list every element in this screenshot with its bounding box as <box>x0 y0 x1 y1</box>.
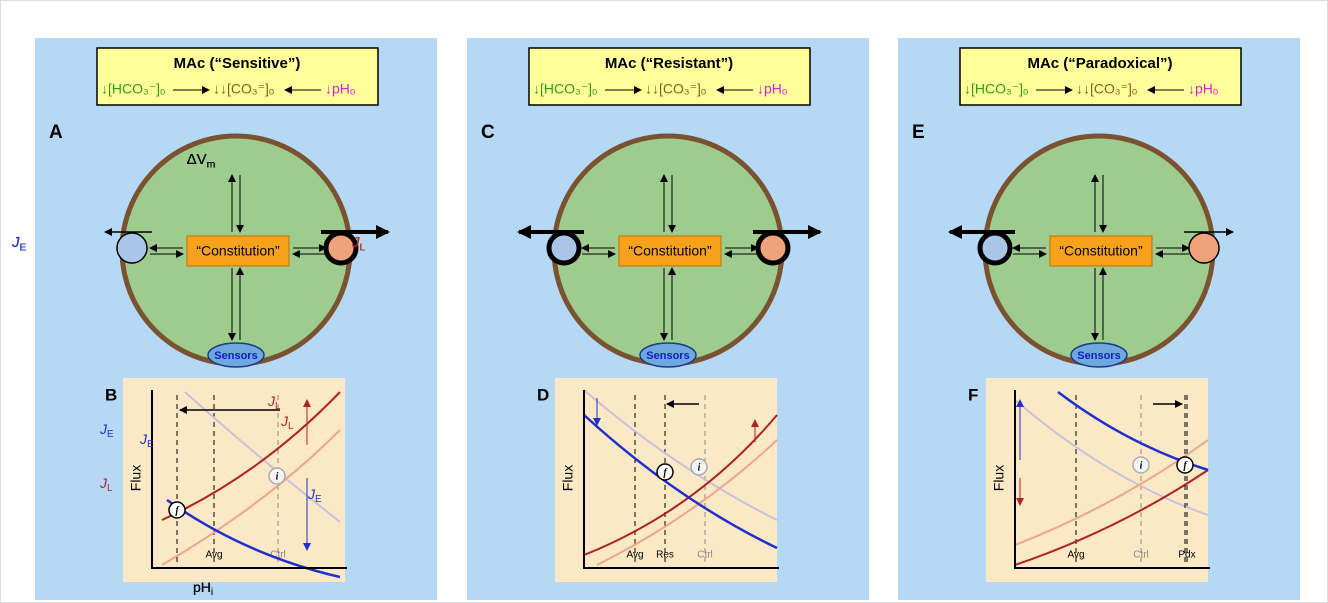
transporter-e <box>549 233 579 263</box>
panel: MAc (“Resistant”) ↓[HCO₃⁻]ₒ ↓↓[CO₃⁼]ₒ ↓pHₒ C… <box>467 38 869 600</box>
jl-label-sub: L <box>360 241 366 253</box>
header-term: ↓↓[CO₃⁼]ₒ <box>1076 81 1137 97</box>
plot-label: F <box>968 385 978 404</box>
transporter-e <box>980 233 1010 263</box>
header-term: ↓pHₒ <box>325 81 355 97</box>
x-tick-label: Avg <box>1067 550 1084 561</box>
x-tick-label: Avg <box>626 550 643 561</box>
figure: MAc (“Sensitive”) ↓[HCO₃⁻]ₒ ↓↓[CO₃⁼]ₒ ↓pHₒ A… <box>0 0 1328 603</box>
header-term: ↓pHₒ <box>1188 81 1218 97</box>
x-tick-label: Ctrl <box>1133 550 1149 561</box>
je-label-sub: E <box>20 241 27 253</box>
curve-label-sub: E <box>107 429 114 440</box>
curve-label-sub: L <box>107 483 113 494</box>
plot-label: B <box>105 385 117 404</box>
header-term: ↓[HCO₃⁻]ₒ <box>533 81 597 97</box>
sensors-label: Sensors <box>1077 350 1120 362</box>
header-title: MAc (“Resistant”) <box>605 55 733 72</box>
plot-bg <box>986 378 1208 582</box>
header-term: ↓pHₒ <box>757 81 787 97</box>
x-axis-label-main: pH <box>193 579 211 595</box>
point-label: i <box>276 471 279 482</box>
header-term: ↓[HCO₃⁻]ₒ <box>964 81 1028 97</box>
point-label: i <box>698 462 701 473</box>
transporter-l <box>758 233 788 263</box>
panel: MAc (“Paradoxical”) ↓[HCO₃⁻]ₒ ↓↓[CO₃⁼]ₒ ↓pH… <box>898 38 1300 600</box>
delta-vm-sub: m <box>207 158 216 170</box>
x-tick-label: Res <box>656 550 674 561</box>
header-term: ↓[HCO₃⁻]ₒ <box>101 81 165 97</box>
transporter-e <box>117 233 147 263</box>
header-term: ↓↓[CO₃⁼]ₒ <box>213 81 274 97</box>
plot-label: D <box>537 385 549 404</box>
curve-label-sub: L <box>275 401 281 412</box>
x-tick-label: Avg <box>205 550 222 561</box>
x-tick-label: Pdx <box>1178 550 1195 561</box>
header-title: MAc (“Sensitive”) <box>174 55 301 72</box>
page: MAc (“Sensitive”) ↓[HCO₃⁻]ₒ ↓↓[CO₃⁼]ₒ ↓pHₒ A… <box>0 0 1328 603</box>
y-axis-label: Flux <box>991 465 1007 491</box>
panel-label: C <box>481 122 495 143</box>
x-axis-label-sub: i <box>211 587 213 598</box>
point-label: i <box>1140 460 1143 471</box>
constitution: “Constitution” <box>196 243 280 259</box>
constitution: “Constitution” <box>1059 243 1143 259</box>
transporter-l <box>1189 233 1219 263</box>
curve-label-sub: E <box>147 439 154 450</box>
je-label: JE <box>11 234 27 253</box>
curve-label-sub: E <box>315 494 322 505</box>
constitution: “Constitution” <box>628 243 712 259</box>
panel-label: A <box>49 122 63 143</box>
header-title: MAc (“Paradoxical”) <box>1027 55 1172 72</box>
sensors-label: Sensors <box>646 350 689 362</box>
panel-label: E <box>912 122 925 143</box>
delta-vm-main: ΔV <box>187 151 207 168</box>
panel: MAc (“Sensitive”) ↓[HCO₃⁻]ₒ ↓↓[CO₃⁼]ₒ ↓pHₒ A… <box>35 38 437 600</box>
curve-label-sub: L <box>288 421 294 432</box>
y-axis-label: Flux <box>560 465 576 491</box>
x-tick-label: Ctrl <box>697 550 713 561</box>
header-term: ↓↓[CO₃⁼]ₒ <box>645 81 706 97</box>
y-axis-label: Flux <box>128 465 144 491</box>
sensors-label: Sensors <box>214 350 257 362</box>
